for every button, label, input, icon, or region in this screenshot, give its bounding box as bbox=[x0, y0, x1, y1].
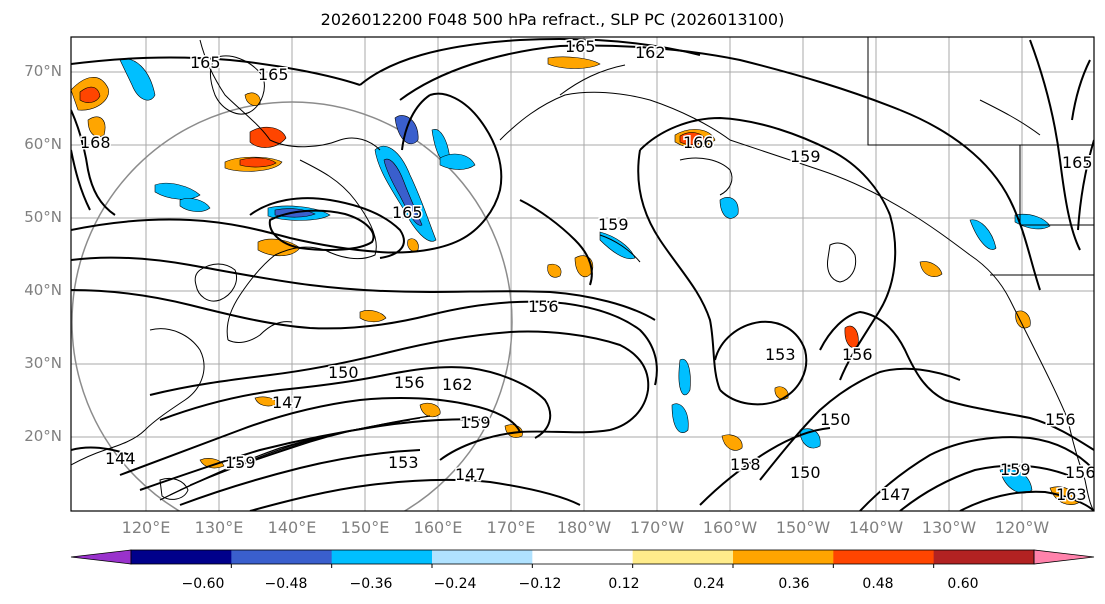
lon-label-130e: 130°E bbox=[194, 518, 244, 537]
contour-label: 159 bbox=[598, 215, 629, 234]
lat-label-20n: 20°N bbox=[24, 427, 62, 445]
lat-label-40n: 40°N bbox=[24, 281, 62, 299]
contour-label: 159 bbox=[225, 453, 256, 472]
lon-label-150w: 150°W bbox=[775, 518, 831, 537]
contour-label: 150 bbox=[328, 363, 359, 382]
contour-label: 162 bbox=[442, 375, 473, 394]
contour-label: 166 bbox=[683, 133, 714, 152]
contour-label: 153 bbox=[765, 345, 796, 364]
lon-label-140e: 140°E bbox=[267, 518, 317, 537]
lon-label-160e: 160°E bbox=[413, 518, 463, 537]
lon-label-170w: 170°W bbox=[629, 518, 685, 537]
contour-label: 150 bbox=[820, 410, 851, 429]
lon-label-130w: 130°W bbox=[921, 518, 977, 537]
contour-label: 159 bbox=[790, 147, 821, 166]
contour-label: 168 bbox=[80, 133, 111, 152]
contour-label: 165 bbox=[1062, 153, 1093, 172]
lon-label-170e: 170°E bbox=[486, 518, 536, 537]
colorbar-tick-label: −0.12 bbox=[518, 576, 562, 592]
colorbar-outline bbox=[130, 549, 1035, 565]
contour-label: 165 bbox=[190, 53, 221, 72]
contour-label: 165 bbox=[258, 65, 289, 84]
lon-label-140w: 140°W bbox=[848, 518, 904, 537]
contour-labels: 165 162 165 165 168 166 159 165 159 156 … bbox=[79, 37, 1096, 506]
contour-label: 156 bbox=[394, 373, 425, 392]
contour-label: 156 bbox=[528, 297, 559, 316]
lat-label-60n: 60°N bbox=[24, 135, 62, 153]
contour-label: 165 bbox=[392, 203, 423, 222]
colorbar-swatch bbox=[532, 550, 634, 564]
colorbar-swatch bbox=[833, 550, 935, 564]
lon-label-180w: 180°W bbox=[556, 518, 612, 537]
lat-label-50n: 50°N bbox=[24, 208, 62, 226]
colorbar-tick-label: −0.36 bbox=[349, 576, 393, 592]
contour-label: 165 bbox=[565, 37, 596, 56]
lon-label-120e: 120°E bbox=[121, 518, 171, 537]
colorbar-swatch bbox=[331, 550, 433, 564]
contour-label: 150 bbox=[790, 463, 821, 482]
map-frame bbox=[70, 36, 1095, 512]
contour-label: 158 bbox=[730, 455, 761, 474]
colorbar-tick-label: 0.12 bbox=[608, 576, 640, 592]
contour-label: 159 bbox=[1000, 460, 1031, 479]
contour-label: 144 bbox=[105, 449, 136, 468]
contour-label: 162 bbox=[635, 43, 666, 62]
colorbar-tick-label: −0.48 bbox=[264, 576, 308, 592]
lat-label-30n: 30°N bbox=[24, 354, 62, 372]
contours bbox=[71, 37, 1094, 511]
colorbar-tick-label: −0.24 bbox=[433, 576, 477, 592]
lon-label-150e: 150°E bbox=[340, 518, 390, 537]
colorbar-swatch bbox=[231, 550, 333, 564]
contour-label: 147 bbox=[272, 393, 303, 412]
colorbar-swatch bbox=[733, 550, 834, 564]
contour-label: 163 bbox=[1056, 485, 1087, 504]
figure-title: 2026012200 F048 500 hPa refract., SLP PC… bbox=[320, 10, 785, 29]
contour-label: 159 bbox=[460, 413, 491, 432]
range-circle bbox=[71, 101, 513, 511]
contour-label: 147 bbox=[880, 485, 911, 504]
contour-label: 156 bbox=[1045, 410, 1076, 429]
colorbar-tick-label: 0.48 bbox=[862, 576, 894, 592]
contour-label: 153 bbox=[388, 453, 419, 472]
colorbar-swatch bbox=[432, 550, 533, 564]
contour-label: 156 bbox=[1065, 463, 1096, 482]
colorbar-tick-label: 0.24 bbox=[693, 576, 725, 592]
colorbar-tick-label: 0.36 bbox=[778, 576, 810, 592]
colorbar-tick-label: 0.60 bbox=[947, 576, 979, 592]
lon-label-160w: 160°W bbox=[702, 518, 758, 537]
colorbar-swatch bbox=[131, 550, 232, 564]
contour-label: 147 bbox=[455, 465, 486, 484]
colorbar-swatch bbox=[933, 550, 1035, 564]
refractivity-shading bbox=[71, 56, 1081, 505]
colorbar bbox=[70, 549, 1095, 568]
graticule bbox=[71, 37, 1094, 511]
colorbar-extension-high bbox=[1033, 549, 1095, 565]
lat-label-70n: 70°N bbox=[24, 62, 62, 80]
colorbar-tick-label: −0.60 bbox=[181, 576, 225, 592]
lon-label-120w: 120°W bbox=[994, 518, 1050, 537]
thin-contours bbox=[159, 415, 431, 501]
contour-label: 156 bbox=[842, 345, 873, 364]
colorbar-swatch bbox=[632, 550, 734, 564]
colorbar-extension-low bbox=[70, 549, 132, 565]
